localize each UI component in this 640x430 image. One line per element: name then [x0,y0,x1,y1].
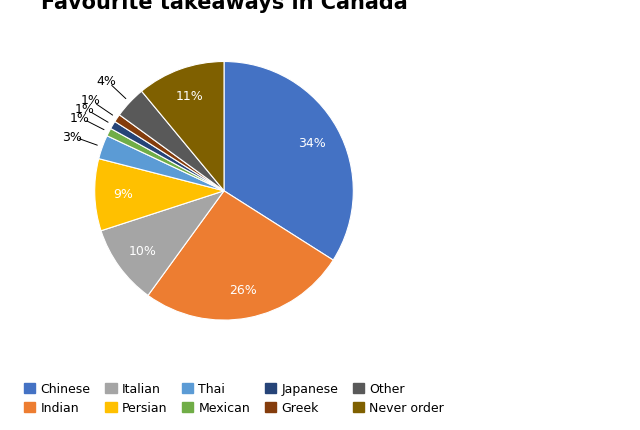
Wedge shape [115,116,224,191]
Legend: Chinese, Indian, Italian, Persian, Thai, Mexican, Japanese, Greek, Other, Never : Chinese, Indian, Italian, Persian, Thai,… [19,377,449,419]
Text: 1%: 1% [75,103,95,116]
Text: 10%: 10% [129,244,156,257]
Wedge shape [148,191,333,320]
Wedge shape [101,191,224,296]
Text: 4%: 4% [96,74,116,87]
Text: 1%: 1% [70,112,90,125]
Text: 1%: 1% [81,94,100,107]
Wedge shape [120,92,224,191]
Text: 11%: 11% [176,90,204,103]
Wedge shape [99,136,224,191]
Wedge shape [141,62,224,191]
Text: 9%: 9% [113,188,133,201]
Wedge shape [111,122,224,191]
Text: 3%: 3% [62,130,82,143]
Text: 34%: 34% [298,136,326,149]
Wedge shape [107,129,224,191]
Wedge shape [224,62,353,261]
Text: 26%: 26% [229,284,257,297]
Title: Favourite takeaways in Canada: Favourite takeaways in Canada [40,0,408,13]
Wedge shape [95,159,224,231]
